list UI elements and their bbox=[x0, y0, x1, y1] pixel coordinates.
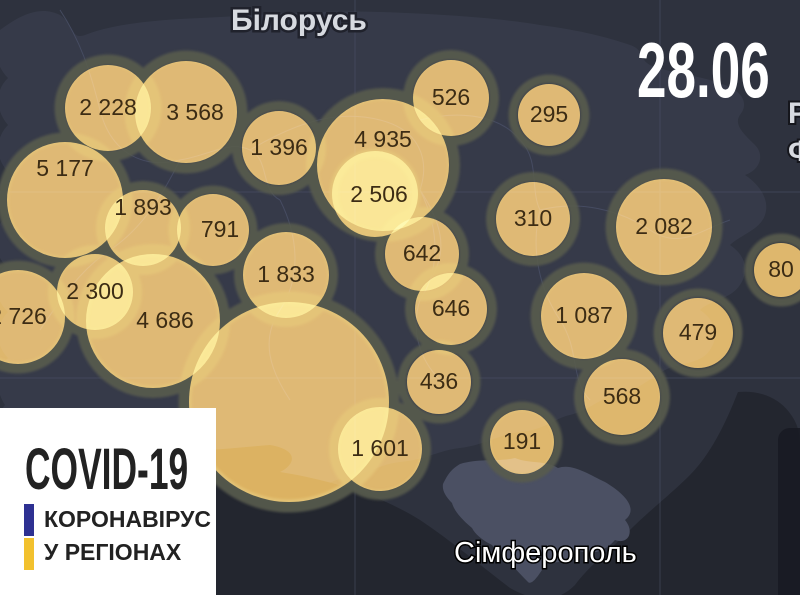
svg-text:2 726: 2 726 bbox=[0, 303, 47, 329]
svg-text:791: 791 bbox=[201, 216, 239, 242]
svg-text:2 300: 2 300 bbox=[66, 278, 124, 304]
svg-text:526: 526 bbox=[432, 84, 470, 110]
svg-text:1 601: 1 601 bbox=[351, 435, 409, 461]
svg-text:1 893: 1 893 bbox=[114, 194, 172, 220]
svg-text:1 087: 1 087 bbox=[555, 302, 613, 328]
svg-text:191: 191 bbox=[503, 428, 541, 454]
svg-text:1 833: 1 833 bbox=[257, 261, 315, 287]
svg-text:479: 479 bbox=[679, 319, 717, 345]
svg-text:295: 295 bbox=[530, 101, 568, 127]
svg-text:2 228: 2 228 bbox=[79, 94, 137, 120]
svg-text:436: 436 bbox=[420, 368, 458, 394]
svg-text:1 396: 1 396 bbox=[250, 134, 308, 160]
svg-text:568: 568 bbox=[603, 383, 641, 409]
svg-text:2 506: 2 506 bbox=[350, 181, 408, 207]
svg-text:4 686: 4 686 bbox=[136, 307, 194, 333]
svg-text:3 568: 3 568 bbox=[166, 99, 224, 125]
svg-text:2 082: 2 082 bbox=[635, 213, 693, 239]
svg-text:310: 310 bbox=[514, 205, 552, 231]
svg-text:642: 642 bbox=[403, 240, 441, 266]
svg-text:80: 80 bbox=[768, 256, 794, 282]
svg-text:5 177: 5 177 bbox=[36, 155, 94, 181]
svg-text:4 935: 4 935 bbox=[354, 126, 412, 152]
svg-text:646: 646 bbox=[432, 295, 470, 321]
